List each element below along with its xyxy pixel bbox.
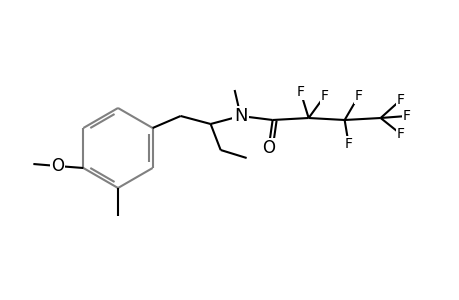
Text: F: F: [296, 85, 304, 99]
Text: F: F: [402, 109, 410, 123]
Text: F: F: [344, 137, 352, 151]
Text: N: N: [233, 107, 247, 125]
Text: O: O: [51, 157, 64, 175]
Text: F: F: [354, 89, 362, 103]
Text: O: O: [262, 139, 274, 157]
Text: F: F: [396, 93, 404, 107]
Text: F: F: [396, 127, 404, 141]
Text: F: F: [320, 89, 328, 103]
